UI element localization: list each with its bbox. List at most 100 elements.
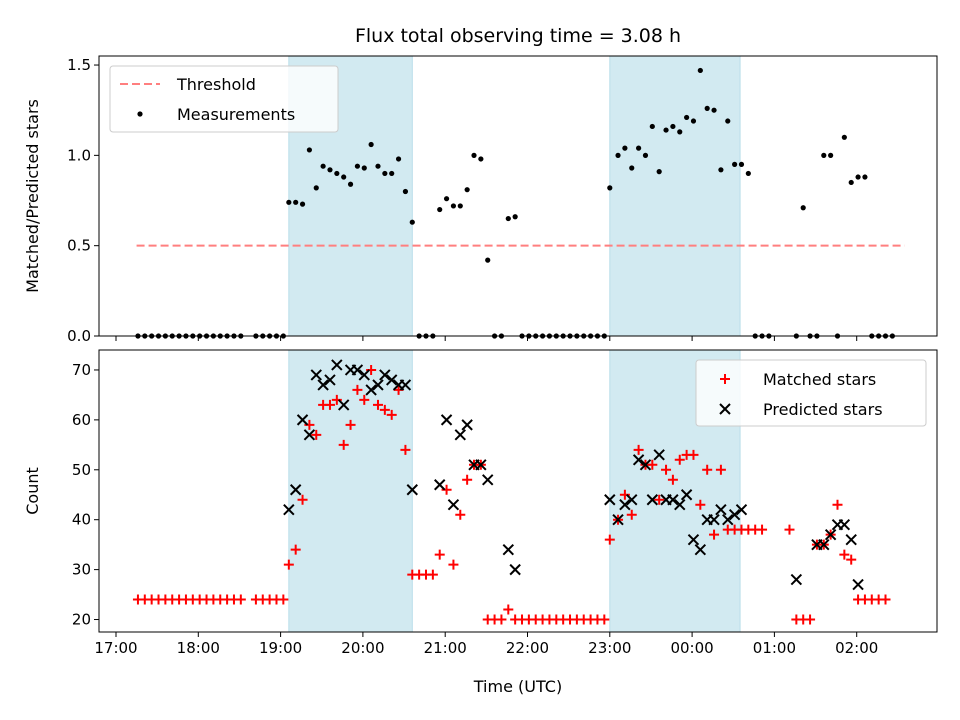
measurement-point bbox=[389, 170, 395, 177]
measurement-point bbox=[203, 333, 210, 339]
y-tick-label: 1.5 bbox=[67, 56, 91, 74]
matched-star-point bbox=[661, 464, 672, 475]
measurement-point bbox=[176, 333, 182, 339]
measurement-point bbox=[519, 333, 525, 339]
matched-star-point bbox=[372, 399, 383, 410]
measurement-point bbox=[718, 167, 724, 173]
measurement-point bbox=[834, 333, 841, 339]
measurement-point bbox=[197, 333, 203, 339]
y-tick-label: 40 bbox=[72, 511, 91, 529]
measurement-point bbox=[471, 152, 477, 158]
predicted-star-point bbox=[646, 494, 659, 506]
measurement-point bbox=[162, 333, 168, 339]
x-tick-label: 17:00 bbox=[94, 639, 137, 657]
measurement-point bbox=[670, 123, 676, 130]
measurement-point bbox=[752, 333, 758, 339]
predicted-star-point bbox=[735, 504, 748, 516]
measurement-point bbox=[224, 333, 230, 339]
predicted-star-point bbox=[632, 454, 645, 466]
measurement-point bbox=[498, 333, 505, 339]
matched-star-point bbox=[359, 394, 370, 405]
measurement-point bbox=[574, 333, 580, 339]
predicted-star-point bbox=[337, 399, 350, 411]
predicted-star-point bbox=[639, 459, 652, 471]
x-tick-label: 00:00 bbox=[670, 639, 713, 657]
predicted-star-point bbox=[399, 379, 412, 391]
predicted-star-point bbox=[694, 543, 707, 556]
measurement-point bbox=[437, 206, 443, 213]
legend-matched-swatch bbox=[720, 374, 730, 384]
matched-star-point bbox=[715, 464, 726, 475]
measurement-point bbox=[882, 333, 889, 339]
predicted-star-point bbox=[845, 533, 857, 546]
matched-star-point bbox=[434, 549, 445, 560]
measurement-point bbox=[485, 257, 491, 263]
matched-star-point bbox=[654, 494, 665, 505]
matched-star-point bbox=[345, 419, 356, 430]
measurement-point bbox=[601, 333, 607, 339]
x-tick-label: 22:00 bbox=[506, 639, 549, 657]
measurement-point bbox=[546, 333, 553, 339]
matched-star-point bbox=[400, 444, 411, 455]
measurement-point bbox=[594, 333, 601, 339]
measurement-point bbox=[430, 333, 436, 339]
matched-star-point bbox=[304, 419, 315, 430]
matched-star-point bbox=[311, 429, 322, 440]
y-tick-label: 1.0 bbox=[67, 146, 91, 164]
measurement-point bbox=[273, 333, 280, 339]
measurement-point bbox=[327, 167, 333, 173]
matched-star-point bbox=[709, 529, 720, 540]
measurement-point bbox=[567, 333, 573, 339]
measurement-point bbox=[766, 333, 772, 339]
measurement-point bbox=[539, 333, 546, 339]
bottom-panel: 20 30 40 50 60 70 17:00 18:00 19:00 20:00 21:00 22:… bbox=[23, 349, 938, 657]
measurement-point bbox=[684, 114, 690, 121]
matched-star-point bbox=[702, 464, 713, 475]
measurement-point bbox=[622, 145, 628, 151]
matched-star-point bbox=[324, 399, 335, 410]
measurement-point bbox=[587, 333, 594, 339]
legend-box bbox=[109, 65, 339, 133]
measurement-point bbox=[409, 219, 415, 225]
predicted-star-point bbox=[852, 578, 864, 591]
measurement-point bbox=[505, 215, 511, 222]
predicted-star-point bbox=[818, 538, 830, 551]
matched-star-point bbox=[290, 544, 301, 555]
measurement-point bbox=[814, 333, 820, 339]
predicted-star-point bbox=[385, 374, 398, 386]
measurement-point bbox=[533, 333, 539, 339]
predicted-star-point bbox=[283, 504, 295, 516]
matched-star-point bbox=[880, 594, 891, 605]
measurement-point bbox=[368, 141, 374, 148]
matched-star-point bbox=[695, 499, 706, 510]
measurement-point bbox=[190, 333, 196, 339]
measurement-point bbox=[478, 156, 484, 162]
matched-star-point bbox=[757, 524, 768, 535]
predicted-star-point bbox=[434, 479, 446, 491]
matched-star-point bbox=[604, 534, 615, 545]
measurement-point bbox=[642, 152, 649, 158]
predicted-star-point bbox=[728, 509, 741, 521]
predicted-star-point bbox=[324, 374, 336, 386]
measurement-point bbox=[711, 107, 717, 113]
measurement-point bbox=[491, 333, 498, 339]
predicted-star-point bbox=[722, 513, 734, 526]
predicted-star-point bbox=[406, 484, 418, 496]
predicted-star-point bbox=[303, 429, 316, 441]
measurement-point bbox=[280, 333, 286, 339]
y-tick-label: 50 bbox=[72, 461, 91, 479]
measurement-point bbox=[862, 174, 868, 180]
measurement-point bbox=[402, 188, 409, 195]
measurement-point bbox=[855, 174, 861, 180]
measurement-point bbox=[450, 203, 457, 209]
x-tick-label: 18:00 bbox=[177, 639, 220, 657]
matched-star-point bbox=[805, 614, 816, 625]
matched-star-point bbox=[667, 474, 678, 485]
measurement-point bbox=[512, 214, 518, 220]
measurement-point bbox=[341, 174, 347, 180]
measurement-point bbox=[260, 333, 266, 339]
x-tick-label: 19:00 bbox=[259, 639, 302, 657]
measurement-point bbox=[293, 199, 299, 205]
legend-box bbox=[695, 359, 927, 427]
